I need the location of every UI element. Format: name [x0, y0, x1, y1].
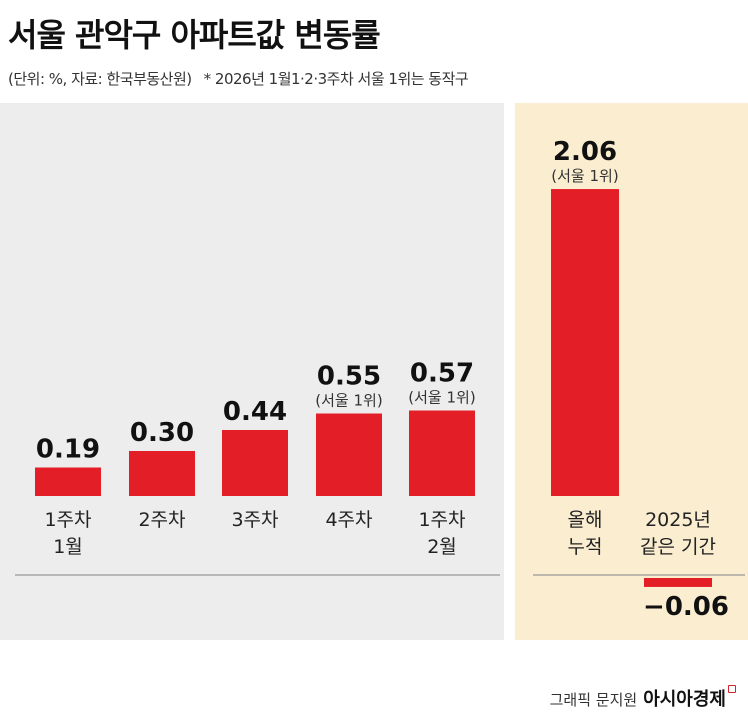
bar: [644, 578, 712, 587]
bar-annotation: (서울 1위): [315, 392, 382, 410]
data-label: 0.30: [130, 418, 194, 448]
bar: [316, 413, 382, 496]
bar: [35, 467, 101, 496]
category-label: 누적: [568, 536, 603, 558]
bar-annotation: (서울 1위): [408, 389, 475, 407]
category-label: 올해: [568, 509, 603, 531]
category-label: 1주차: [418, 509, 465, 531]
category-label: 같은 기간: [640, 536, 716, 558]
category-label: 2월: [427, 536, 457, 558]
data-label: 0.19: [36, 435, 100, 465]
unit-source-note: (단위: %, 자료: 한국부동산원): [8, 70, 192, 88]
data-label: 0.57: [410, 359, 474, 389]
category-label: 2025년: [645, 509, 711, 531]
bar-annotation: (서울 1위): [551, 167, 618, 185]
data-label: 0.55: [317, 362, 381, 392]
footnote: * 2026년 1월1·2·3주차 서울 1위는 동작구: [203, 70, 469, 88]
data-label: 2.06: [553, 137, 617, 167]
chart-title: 서울 관악구 아파트값 변동률: [8, 16, 381, 54]
brand-mark-icon: [728, 685, 736, 693]
bar: [409, 410, 475, 496]
category-label: 2주차: [138, 509, 185, 531]
bar: [222, 430, 288, 496]
category-label: 1주차: [44, 509, 91, 531]
brand-logo: 아시아경제: [643, 689, 726, 710]
category-label: 3주차: [231, 509, 278, 531]
data-label: 0.44: [223, 397, 287, 427]
bar: [551, 189, 619, 496]
chart-subtitle: (단위: %, 자료: 한국부동산원) * 2026년 1월1·2·3주차 서울 …: [8, 68, 469, 89]
category-label: 4주차: [325, 509, 372, 531]
data-label: −0.06: [643, 592, 729, 622]
weekly-panel: [0, 103, 504, 640]
credit-line: 그래픽 문지원 아시아경제: [550, 685, 736, 711]
credit-text: 그래픽 문지원: [549, 691, 638, 709]
category-label: 1월: [53, 536, 83, 558]
bar: [129, 451, 195, 496]
